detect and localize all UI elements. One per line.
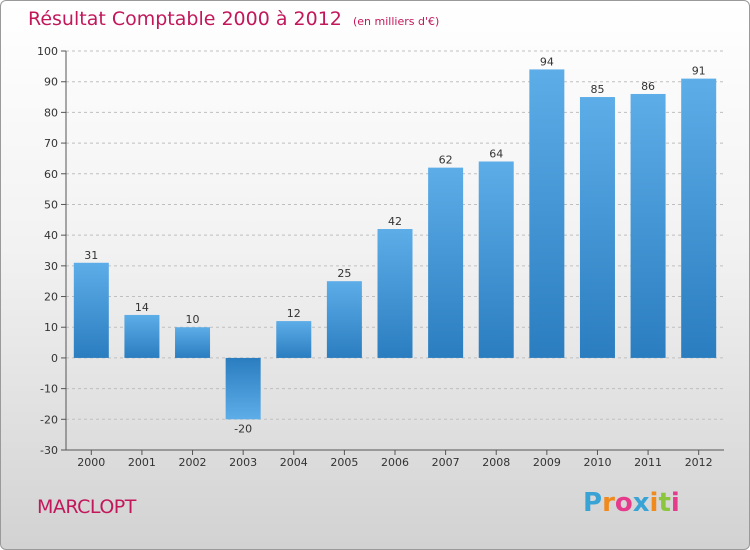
logo-letter: r [602,488,615,518]
data-label: 25 [337,267,351,280]
commune-name: MARCLOPT [37,496,136,518]
bar [428,167,464,358]
chart-subtitle: (en milliers d'€) [352,15,440,28]
x-tick-label: 2008 [482,456,510,469]
chart-title: Résultat Comptable 2000 à 2012 (en milli… [28,8,439,30]
bar [326,281,362,358]
data-label: 86 [641,80,655,93]
data-label: 91 [692,65,706,78]
y-tick-label: -10 [40,383,58,396]
bar [124,314,160,358]
bar [630,93,666,358]
y-tick-label: 50 [44,198,58,211]
data-label: 85 [590,83,604,96]
bar [175,327,211,358]
logo-letter: P [583,488,603,518]
y-tick-label: 0 [51,352,58,365]
x-tick-label: 2009 [533,456,561,469]
x-tick-label: 2001 [128,456,156,469]
y-tick-label: -20 [40,413,58,426]
y-tick-label: 80 [44,106,58,119]
y-tick-label: -30 [40,444,58,457]
bar [225,357,261,420]
bar [73,262,109,358]
bar [681,78,717,358]
x-tick-label: 2002 [179,456,207,469]
data-label: 10 [186,313,200,326]
bar [377,229,413,358]
bar [276,321,312,358]
x-tick-label: 2007 [432,456,460,469]
logo-letter: o [614,488,633,518]
logo-letter: i [649,488,659,518]
y-tick-label: 100 [37,45,58,58]
x-tick-label: 2006 [381,456,409,469]
chart-title-main: Résultat Comptable 2000 à 2012 [28,8,342,30]
x-tick-label: 2003 [229,456,257,469]
data-label: 31 [84,249,98,262]
bar [579,97,615,358]
proxiti-logo[interactable]: Proxiti [583,488,680,518]
logo-letter: x [632,488,650,518]
data-label: 14 [135,301,149,314]
data-label: 62 [439,154,453,167]
y-tick-label: 70 [44,137,58,150]
data-label: 12 [287,307,301,320]
data-label: -20 [234,422,252,435]
x-tick-label: 2000 [77,456,105,469]
x-tick-label: 2010 [583,456,611,469]
y-tick-label: 20 [44,291,58,304]
y-tick-label: 90 [44,76,58,89]
y-tick-label: 30 [44,260,58,273]
data-label: 42 [388,215,402,228]
y-tick-label: 10 [44,321,58,334]
logo-letter: t [658,488,671,518]
data-label: 64 [489,147,503,160]
logo-letter: i [670,488,680,518]
x-tick-label: 2011 [634,456,662,469]
y-tick-label: 60 [44,168,58,181]
x-tick-label: 2012 [685,456,713,469]
x-tick-label: 2005 [330,456,358,469]
x-tick-label: 2004 [280,456,308,469]
data-label: 94 [540,55,554,68]
bar [529,69,565,358]
y-tick-label: 40 [44,229,58,242]
bar [478,161,514,358]
